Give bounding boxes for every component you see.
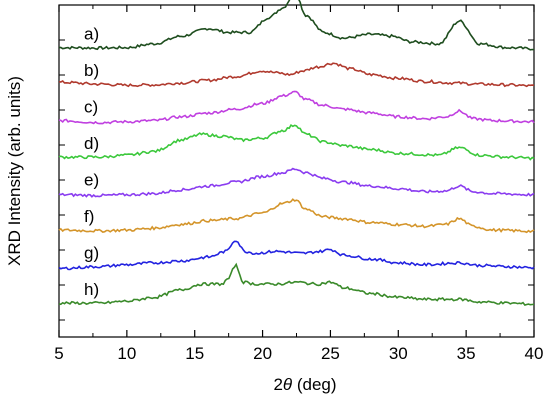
series-line-h	[58, 262, 535, 307]
series-label-f: f)	[84, 207, 94, 226]
x-tick-label: 25	[321, 344, 340, 363]
series-layer	[58, 0, 535, 307]
series-line-a	[58, 0, 535, 51]
y-tick-layer	[59, 39, 534, 321]
x-tick-label: 15	[185, 344, 204, 363]
series-label-b: b)	[84, 61, 99, 80]
plot-frame	[58, 4, 535, 338]
series-label-h: h)	[84, 280, 99, 299]
series-label-a: a)	[84, 25, 99, 44]
series-line-b	[58, 62, 535, 88]
y-axis-title: XRD Intensity (arb. units)	[5, 76, 24, 266]
x-tick-label: 35	[457, 344, 476, 363]
series-label-c: c)	[84, 98, 98, 117]
x-tick-label: 20	[253, 344, 272, 363]
x-tick-label: 40	[525, 344, 544, 363]
series-label-layer: a) b) c) d) e) f) g) h)	[84, 25, 99, 300]
x-axis-title: 2θ (deg)	[273, 375, 336, 394]
series-label-g: g)	[84, 244, 99, 263]
series-label-e: e)	[84, 171, 99, 190]
series-line-f	[58, 198, 535, 234]
x-tick-label: 10	[117, 344, 136, 363]
x-tick-layer: 5 10 15 20 25 30 35 40	[54, 5, 543, 363]
series-line-e	[58, 167, 535, 198]
series-line-c	[58, 90, 535, 125]
series-line-g	[58, 240, 535, 271]
series-line-d	[58, 123, 535, 161]
series-label-d: d)	[84, 134, 99, 153]
x-tick-label: 5	[54, 344, 63, 363]
x-tick-label: 30	[389, 344, 408, 363]
